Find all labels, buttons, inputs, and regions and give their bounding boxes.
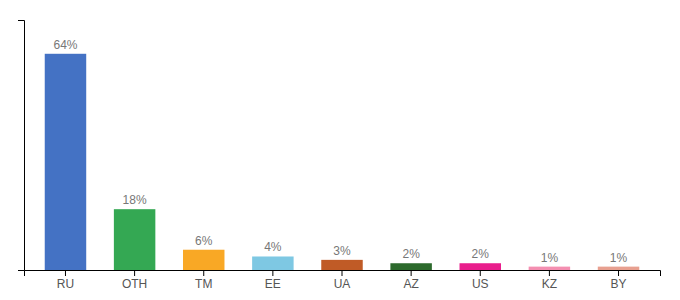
data-label: 2%	[472, 247, 490, 261]
bar	[321, 260, 362, 270]
x-tick-label: RU	[57, 277, 74, 291]
x-tick-mark	[549, 270, 550, 276]
bar	[529, 267, 570, 270]
x-tick-mark	[342, 270, 343, 276]
plot: RU OTH TM EE UA AZ US KZ BY 64% 18% 6% 4% 3% 2% 2% 1% 1%	[18, 21, 661, 291]
x-tick: EE	[265, 270, 281, 291]
bar	[45, 54, 86, 270]
x-tick-label: TM	[195, 277, 212, 291]
bar	[252, 256, 293, 270]
x-tick: TM	[195, 270, 212, 291]
x-tick-label: BY	[611, 277, 627, 291]
x-tick-label: AZ	[403, 277, 418, 291]
y-axis	[18, 21, 25, 271]
x-tick-mark	[480, 270, 481, 276]
y-axis-line	[18, 21, 25, 271]
x-tick-mark	[411, 270, 412, 276]
x-tick: UA	[334, 270, 351, 291]
bars	[45, 54, 640, 270]
bar	[183, 250, 224, 270]
x-tick: OTH	[122, 270, 147, 291]
bar	[598, 267, 639, 270]
data-label: 4%	[264, 240, 282, 254]
x-tick: RU	[57, 270, 74, 291]
bar	[460, 263, 501, 270]
x-tick-mark	[618, 270, 619, 276]
chart: RU OTH TM EE UA AZ US KZ BY 64% 18% 6% 4% 3% 2% 2% 1% 1%	[0, 0, 680, 300]
x-tick-label: EE	[265, 277, 281, 291]
x-tick-label: UA	[334, 277, 351, 291]
x-tick: AZ	[403, 270, 418, 291]
data-label: 3%	[333, 244, 351, 258]
x-tick-mark	[134, 270, 135, 276]
x-axis: RU OTH TM EE UA AZ US KZ BY	[25, 270, 661, 291]
x-axis-line	[25, 271, 661, 277]
data-label: 2%	[402, 247, 420, 261]
data-label: 18%	[123, 193, 147, 207]
x-tick-label: US	[472, 277, 489, 291]
x-tick: US	[472, 270, 489, 291]
bar	[114, 209, 155, 270]
data-label: 1%	[541, 251, 559, 265]
x-tick: KZ	[542, 270, 557, 291]
x-tick: BY	[611, 270, 627, 291]
x-tick-label: OTH	[122, 277, 147, 291]
bar	[390, 263, 431, 270]
x-tick-label: KZ	[542, 277, 557, 291]
data-label: 1%	[610, 251, 628, 265]
x-tick-mark	[203, 270, 204, 276]
data-label: 64%	[53, 38, 77, 52]
data-label: 6%	[195, 234, 213, 248]
x-tick-mark	[65, 270, 66, 276]
data-labels: 64% 18% 6% 4% 3% 2% 2% 1% 1%	[53, 38, 627, 265]
x-tick-mark	[272, 270, 273, 276]
